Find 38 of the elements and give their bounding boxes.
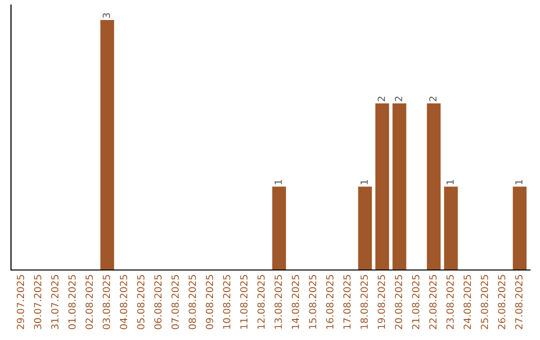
data-label: 2 (378, 96, 385, 102)
x-tick-label: 14.08.2025 (292, 275, 300, 329)
x-tick-label: 16.08.2025 (326, 275, 334, 329)
x-tick-label: 25.08.2025 (480, 275, 488, 330)
x-tick-label: 21.08.2025 (412, 275, 420, 330)
x-tick-label: 18.08.2025 (360, 275, 368, 329)
x-tick-label: 29.07.2025 (16, 275, 24, 330)
x-tick-label: 23.08.2025 (446, 275, 454, 330)
x-tick-label: 05.08.2025 (137, 275, 144, 330)
x-tick-label: 12.08.2025 (257, 275, 265, 329)
x-tick-label: 27.08.2025 (515, 275, 523, 330)
x-tick-label: 06.08.2025 (154, 275, 162, 330)
x-tick-label: 08.08.2025 (188, 275, 196, 330)
x-tick-label: 09.08.2025 (206, 275, 214, 330)
x-tick-label: 26.08.2025 (498, 275, 506, 330)
x-tick-label: 19.08.2025 (378, 275, 386, 329)
data-label: 1 (515, 180, 522, 184)
data-label: 1 (274, 180, 282, 184)
x-tick-label: 07.08.2025 (171, 275, 179, 330)
data-label: 3 (102, 13, 110, 18)
x-tick-label: 22.08.2025 (429, 275, 437, 330)
x-tick-label: 17.08.2025 (343, 275, 351, 329)
x-tick-label: 04.08.2025 (120, 275, 128, 330)
x-tick-label: 11.08.2025 (240, 275, 248, 329)
data-label: 2 (394, 96, 402, 102)
x-tick-label: 15.08.2025 (308, 275, 316, 329)
data-label: 2 (429, 96, 436, 102)
x-tick-label: 30.07.2025 (34, 275, 42, 330)
x-tick-label: 24.08.2025 (464, 275, 471, 330)
data-label: 1 (446, 180, 454, 184)
x-tick-label: 13.08.2025 (274, 275, 282, 329)
x-tick-label: 10.08.2025 (223, 275, 230, 329)
x-tick-label: 01.08.2025 (68, 275, 76, 330)
data-label: 1 (360, 180, 368, 184)
x-tick-label: 31.07.2025 (51, 275, 59, 330)
x-tick-label: 02.08.2025 (86, 275, 93, 330)
x-tick-label: 03.08.2025 (102, 275, 110, 330)
x-tick-label: 20.08.2025 (394, 275, 402, 330)
